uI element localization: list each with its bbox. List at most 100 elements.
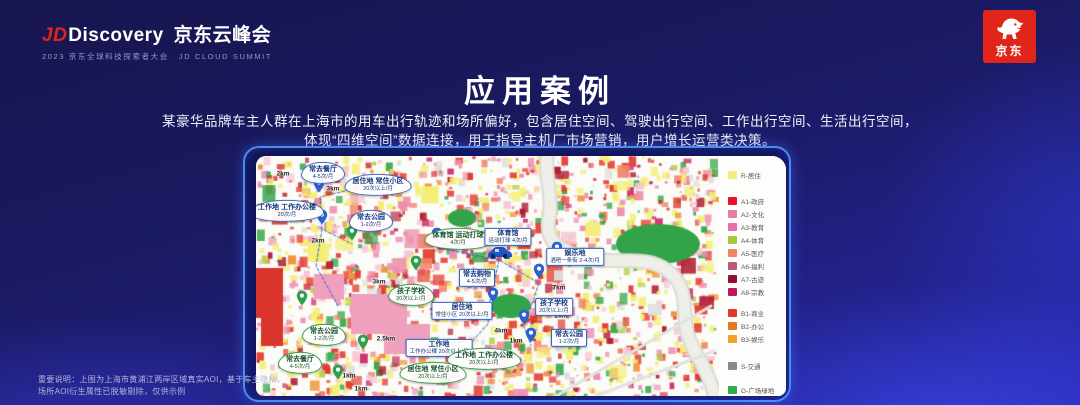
callout-title: 居住地 常住小区: [407, 365, 459, 373]
legend-item-r: R-居住: [728, 170, 761, 180]
disclaimer-line2: 场所AOI衍生属性已脱敏剔除，仅供示例: [38, 387, 186, 397]
callout-title: 常去餐厅: [286, 355, 314, 363]
distance-label: 3km: [326, 185, 340, 193]
legend-item-a3: A3-教育: [728, 222, 764, 232]
legend-swatch: [728, 288, 737, 296]
callout-title: 常去公园: [310, 327, 338, 335]
map-pin-icon: [296, 290, 308, 311]
aoi-mosaic-canvas: [256, 156, 786, 396]
legend-swatch: [728, 223, 737, 231]
legend-swatch: [728, 249, 737, 257]
callout-frequency: 20次以上/月: [396, 295, 426, 302]
legend-item-b3: B3-娱乐: [728, 334, 764, 344]
map-pin-icon: [332, 364, 344, 385]
map-annotations: 2km3km2km2km4km7km3km2km2km4km1km2.5km1k…: [256, 156, 786, 396]
callout-title: 居住地: [451, 303, 473, 311]
distance-label: 2km: [554, 312, 568, 320]
distance-label: 1km: [509, 337, 523, 345]
shanghai-aoi-map: R-居住 A1-政府 A2-文化 A3-教育 A4-体育 A5-医疗 A6-福利 A7-古迹 A…: [256, 156, 786, 396]
subtitle-line1: 某豪华品牌车主人群在上海市的用车出行轨迹和场所偏好，包含居住空间、驾驶出行空间、…: [162, 114, 918, 129]
distance-label: 2km: [276, 170, 290, 178]
legend-label: A6-福利: [741, 264, 765, 271]
legend-item-a7: A7-古迹: [728, 274, 764, 284]
legend-swatch: [728, 210, 737, 218]
callout-title: 常去餐厅: [309, 165, 337, 173]
legend-item-a4: A4-体育: [728, 235, 764, 245]
callout-frequency: 运动打球 4次/月: [488, 237, 528, 244]
callout-frequency: 20次/月: [277, 211, 297, 218]
map-callout-rect: 常去购物 4-5次/月: [459, 268, 495, 288]
callout-frequency: 工作办公楼 20次以上/月: [409, 348, 469, 355]
callout-frequency: 1-2次/月: [360, 221, 382, 228]
callout-title: 体育馆 运动打球: [432, 231, 484, 239]
subtitle-line2: 体现“四维空间”数据连接，用于指导主机厂市场营销，用户增长运营类决策。: [304, 133, 776, 148]
legend-label: R-居住: [741, 173, 761, 180]
legend-label: A1-政府: [741, 199, 765, 206]
legend-item-s: S-交通: [728, 361, 761, 371]
event-tagline-en: JD CLOUD SUMMIT: [178, 52, 273, 61]
map-callout-rect: 居住地 常住小区 20次以上/月: [431, 301, 493, 321]
map-callout-rect: 娱乐地 酒吧一条街 2-4次/月: [546, 247, 604, 267]
legend-label: A2-文化: [741, 212, 765, 219]
legend-label: A3-教育: [741, 225, 765, 232]
map-callout-cloud: 常去公园 1-2次/月: [349, 209, 393, 233]
legend-swatch: [728, 197, 737, 205]
callout-title: 居住地 常住小区: [352, 177, 404, 185]
legend-label: G-广场绿地: [741, 388, 775, 395]
callout-frequency: 4次/月: [450, 239, 466, 246]
legend-label: A8-宗教: [741, 290, 765, 297]
disclaimer-line1: 重要说明：上图为上海市黄浦江两岸区域真实AOI，基于车主隐私，: [38, 375, 286, 384]
map-callout-cloud: 常去餐厅 4-5次/月: [301, 161, 345, 185]
car-icon: [486, 246, 512, 264]
callout-title: 工作地: [428, 340, 450, 348]
legend-swatch: [728, 262, 737, 270]
map-callout-cloud: 工作地 工作办公楼 20次/月: [256, 199, 324, 223]
map-callout-cloud: 居住地 常住小区 20次以上/月: [344, 173, 412, 197]
callout-title: 孩子学校: [397, 287, 425, 295]
distance-label: 4km: [494, 327, 508, 335]
legend-swatch: [728, 236, 737, 244]
legend-item-a5: A5-医疗: [728, 248, 764, 258]
map-callout-cloud: 工作地 工作办公楼 20次以上/月: [447, 347, 521, 371]
map-callout-rect: 孩子学校 20次以上/月: [535, 297, 573, 317]
distance-label: 1km: [354, 385, 368, 393]
callout-frequency: 酒吧一条街 2-4次/月: [550, 257, 600, 264]
callout-frequency: 常住小区 20次以上/月: [435, 311, 489, 318]
map-pin-icon: [533, 263, 545, 284]
map-callout-cloud: 常去公园 1-2次/月: [302, 323, 346, 347]
distance-label: 2.5km: [376, 335, 396, 343]
legend-item-a8: A8-宗教: [728, 287, 764, 297]
callout-frequency: 4-5次/月: [466, 278, 488, 285]
map-callout-cloud: 孩子学校 20次以上/月: [388, 283, 434, 307]
disclaimer-note: 重要说明：上图为上海市黄浦江两岸区域真实AOI，基于车主隐私， 场所AOI衍生属…: [38, 374, 285, 399]
callout-frequency: 20次以上/月: [418, 373, 448, 380]
distance-label: 2km: [311, 237, 325, 245]
callout-title: 娱乐地: [564, 249, 586, 257]
callout-title: 常去公园: [357, 213, 385, 221]
legend-swatch: [728, 322, 737, 330]
map-pin-icon: [525, 327, 537, 348]
map-callout-cloud: 常去餐厅 4-5次/月: [278, 351, 322, 375]
map-pin-icon: [410, 255, 422, 276]
callout-title: 工作地 工作办公楼: [258, 203, 316, 211]
callout-frequency: 20次以上/月: [363, 185, 393, 192]
map-pin-icon: [518, 309, 530, 330]
jdd-logo-discovery: Discovery: [68, 25, 164, 46]
callout-frequency: 4-5次/月: [289, 363, 311, 370]
map-callout-rect: 体育馆 运动打球 4次/月: [484, 227, 532, 247]
map-pin-icon: [357, 334, 369, 355]
legend-swatch: [728, 362, 737, 370]
map-legend: R-居住 A1-政府 A2-文化 A3-教育 A4-体育 A5-医疗 A6-福利 A7-古迹 A…: [719, 156, 786, 396]
legend-label: A5-医疗: [741, 251, 765, 258]
callout-title: 体育馆: [497, 229, 519, 237]
callout-frequency: 1-2次/月: [558, 338, 580, 345]
legend-label: B3-娱乐: [741, 337, 765, 344]
distance-label: 1km: [342, 372, 356, 380]
event-tagline-cn: 2023 京东全球科技探索者大会: [42, 52, 169, 61]
map-callout-cloud: 居住地 常住小区 20次以上/月: [399, 361, 467, 385]
callout-frequency: 1-2次/月: [313, 335, 335, 342]
map-panel: R-居住 A1-政府 A2-文化 A3-教育 A4-体育 A5-医疗 A6-福利 A7-古迹 A…: [243, 146, 791, 402]
page-title: 应用案例: [464, 74, 616, 109]
legend-swatch: [728, 171, 737, 179]
